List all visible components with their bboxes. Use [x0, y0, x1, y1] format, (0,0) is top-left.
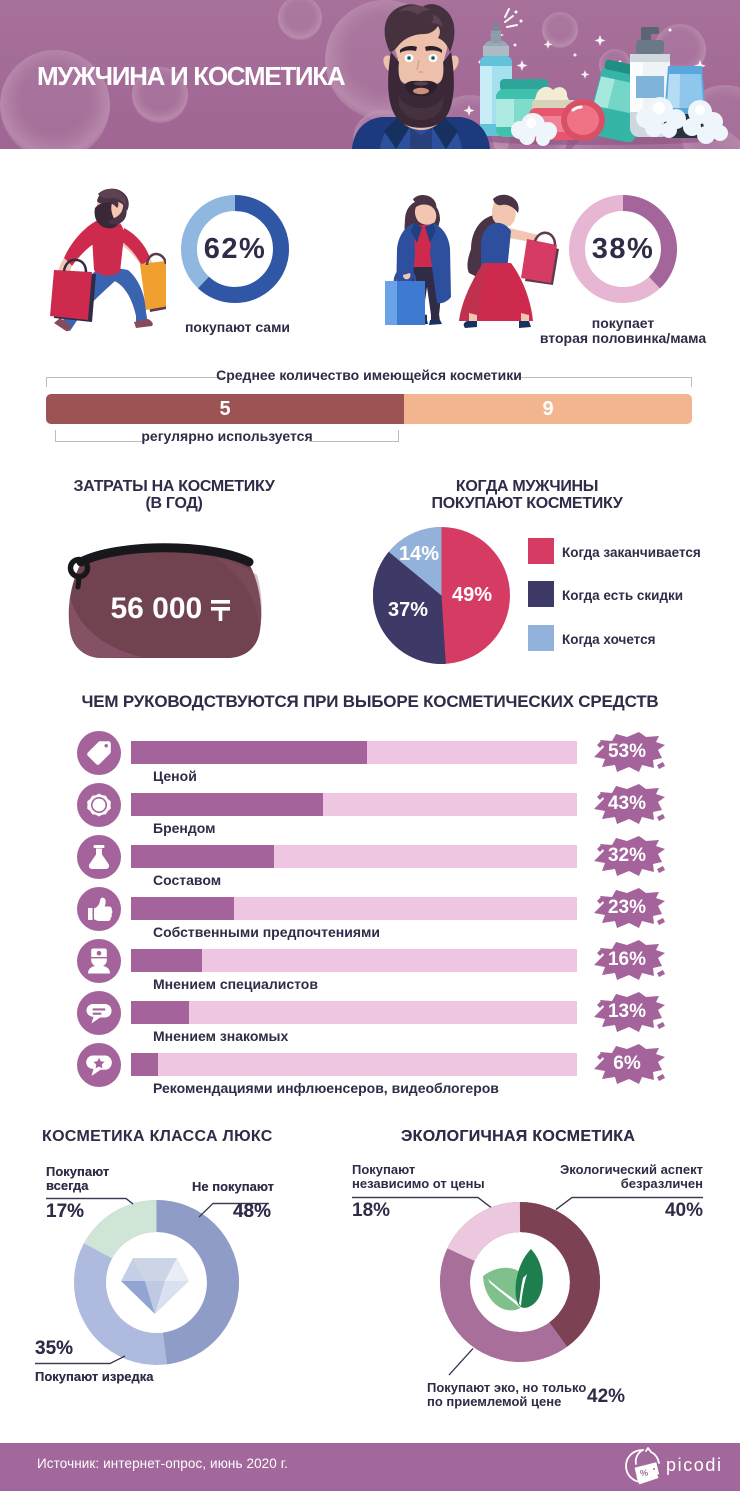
svg-text:%: %: [639, 1468, 648, 1479]
